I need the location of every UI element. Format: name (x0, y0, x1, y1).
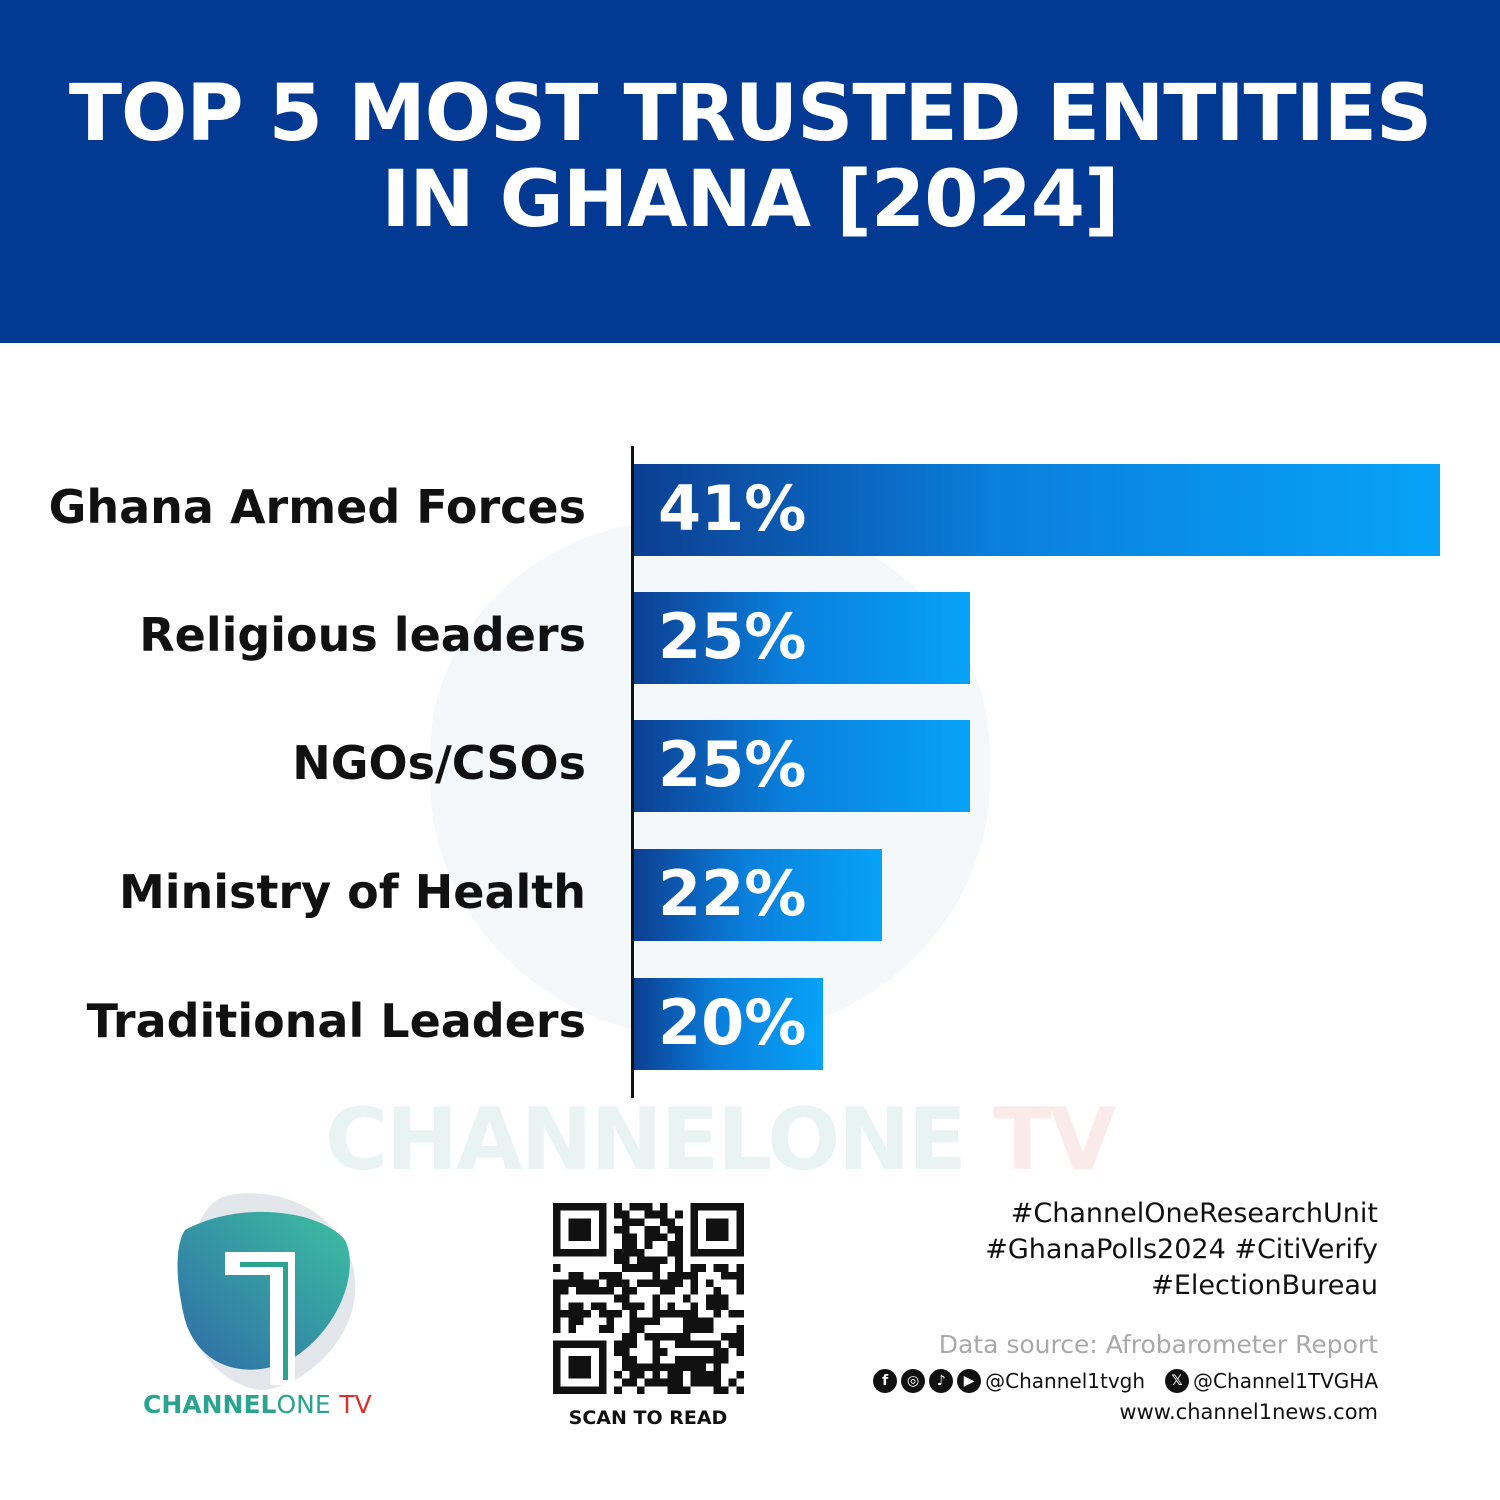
x-icon[interactable]: 𝕏 (1165, 1369, 1190, 1393)
category-label: NGOs/CSOs (292, 736, 586, 790)
watermark-text: CHANNELONE (325, 1090, 967, 1190)
bar: 20% (634, 978, 823, 1070)
logo-tv: TV (339, 1390, 372, 1419)
value-label: 25% (658, 600, 807, 673)
value-label: 25% (658, 728, 807, 801)
bar: 41% (634, 464, 1441, 556)
bar: 25% (634, 720, 970, 812)
category-label: Ministry of Health (119, 865, 586, 919)
bar: 22% (634, 849, 882, 941)
handle-2[interactable]: @Channel1TVGHA (1193, 1369, 1378, 1393)
header-banner: TOP 5 MOST TRUSTED ENTITIES IN GHANA [20… (0, 0, 1500, 343)
hashtag-line: #ElectionBureau (1151, 1270, 1378, 1301)
title-line-1: TOP 5 MOST TRUSTED ENTITIES (68, 68, 1432, 159)
hashtag-line: #ChannelOneResearchUnit (1010, 1198, 1378, 1229)
y-axis-line (631, 446, 634, 1098)
scan-label: SCAN TO READ (568, 1407, 728, 1429)
watermark: CHANNELONE TV (325, 1090, 1116, 1190)
social-handles: f ◎ ♪ ▶ @Channel1tvgh 𝕏 @Channel1TVGHA (873, 1369, 1378, 1393)
title-line-2: IN GHANA [2024] (381, 154, 1119, 245)
data-source: Data source: Afrobarometer Report (938, 1330, 1378, 1359)
watermark-tv: TV (992, 1090, 1116, 1190)
value-label: 20% (658, 986, 807, 1059)
logo-channel: CHANNEL (143, 1390, 277, 1419)
hashtag-line: #GhanaPolls2024 #CitiVerify (985, 1234, 1378, 1265)
value-label: 22% (658, 857, 807, 930)
logo-one: ONE (276, 1390, 331, 1419)
channel-one-logo (177, 1193, 356, 1390)
category-label: Traditional Leaders (86, 994, 586, 1048)
category-label: Religious leaders (139, 608, 586, 662)
qr-code[interactable] (553, 1203, 744, 1394)
tiktok-icon[interactable]: ♪ (929, 1369, 954, 1393)
website-link[interactable]: www.channel1news.com (1119, 1400, 1378, 1424)
handle-1[interactable]: @Channel1tvgh (985, 1369, 1146, 1393)
youtube-icon[interactable]: ▶ (957, 1369, 982, 1393)
instagram-icon[interactable]: ◎ (901, 1369, 926, 1393)
facebook-icon[interactable]: f (873, 1369, 898, 1393)
bar: 25% (634, 592, 970, 684)
logo-text: CHANNELONE TV (143, 1390, 372, 1419)
value-label: 41% (658, 472, 807, 545)
category-label: Ghana Armed Forces (48, 480, 586, 534)
